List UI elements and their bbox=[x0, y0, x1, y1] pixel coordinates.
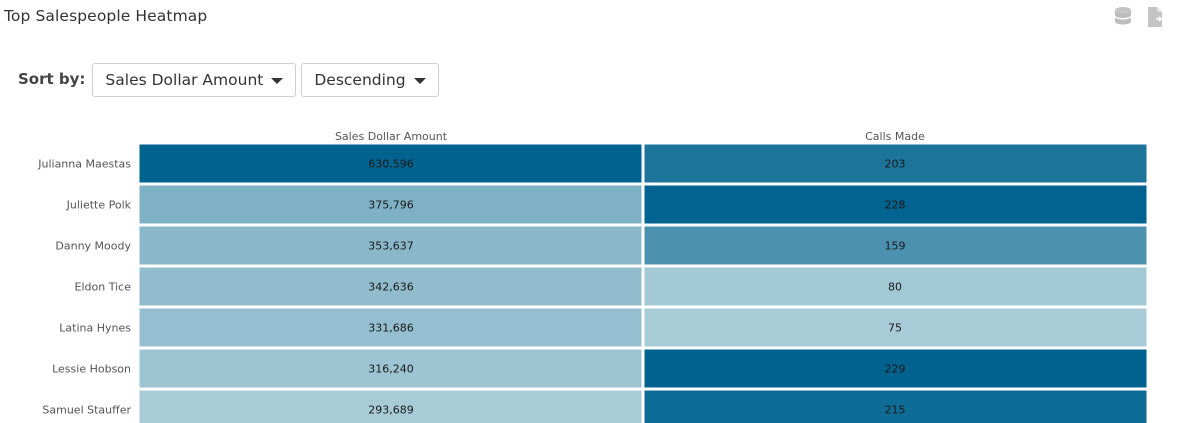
heatmap-cell[interactable] bbox=[643, 143, 1148, 184]
heatmap-cell[interactable] bbox=[138, 389, 643, 423]
heatmap-chart: Sales Dollar Amount Calls Made Julianna Ma… bbox=[37, 130, 1148, 423]
row-label: Julianna Maestas bbox=[37, 158, 131, 171]
cell-value-label: 293,689 bbox=[368, 404, 414, 417]
cell-value-label: 215 bbox=[885, 404, 906, 417]
chart-title: Top Salespeople Heatmap bbox=[4, 7, 208, 25]
heatmap-cell[interactable] bbox=[138, 225, 643, 266]
export-document-icon[interactable] bbox=[1145, 6, 1165, 28]
cell-value-label: 342,636 bbox=[368, 281, 414, 294]
chevron-down-icon bbox=[271, 78, 284, 84]
cell-value-label: 630,596 bbox=[368, 158, 414, 171]
row-label: Danny Moody bbox=[55, 240, 131, 253]
row-label: Samuel Stauffer bbox=[42, 404, 131, 417]
heatmap-cell[interactable] bbox=[643, 348, 1148, 389]
cell-value-label: 203 bbox=[885, 158, 906, 171]
heatmap-cell[interactable] bbox=[643, 225, 1148, 266]
cell-value-label: 331,686 bbox=[368, 322, 414, 335]
cell-value-label: 159 bbox=[885, 240, 906, 253]
sort-controls: Sort by: Sales Dollar Amount Descending bbox=[18, 62, 444, 98]
heatmap-cell[interactable] bbox=[138, 307, 643, 348]
cell-value-label: 353,637 bbox=[368, 240, 414, 253]
cell-value-label: 75 bbox=[888, 322, 902, 335]
heatmap-cell[interactable] bbox=[138, 348, 643, 389]
heatmap-cell[interactable] bbox=[138, 184, 643, 225]
heatmap-cell[interactable] bbox=[643, 389, 1148, 423]
heatmap-cell[interactable] bbox=[138, 266, 643, 307]
header-icons bbox=[1113, 6, 1165, 28]
sort-field-dropdown[interactable]: Sales Dollar Amount bbox=[92, 63, 297, 97]
heatmap-cell[interactable] bbox=[643, 266, 1148, 307]
row-label: Latina Hynes bbox=[59, 322, 131, 335]
row-label: Lessie Hobson bbox=[52, 363, 131, 376]
database-icon[interactable] bbox=[1113, 6, 1133, 28]
cell-value-label: 80 bbox=[888, 281, 902, 294]
cell-value-label: 228 bbox=[885, 199, 906, 212]
column-header: Calls Made bbox=[865, 130, 925, 143]
cell-value-label: 375,796 bbox=[368, 199, 414, 212]
column-header: Sales Dollar Amount bbox=[335, 130, 448, 143]
sort-by-label: Sort by: bbox=[18, 69, 86, 88]
sort-field-value: Sales Dollar Amount bbox=[105, 71, 264, 89]
chevron-down-icon bbox=[413, 78, 426, 84]
row-label: Juliette Polk bbox=[66, 199, 132, 212]
row-label: Eldon Tice bbox=[75, 281, 132, 294]
heatmap-cell[interactable] bbox=[643, 307, 1148, 348]
heatmap-cell[interactable] bbox=[138, 143, 643, 184]
cell-value-label: 316,240 bbox=[368, 363, 414, 376]
sort-order-value: Descending bbox=[314, 71, 406, 89]
heatmap-cell[interactable] bbox=[643, 184, 1148, 225]
sort-order-dropdown[interactable]: Descending bbox=[301, 63, 439, 97]
cell-value-label: 229 bbox=[885, 363, 906, 376]
